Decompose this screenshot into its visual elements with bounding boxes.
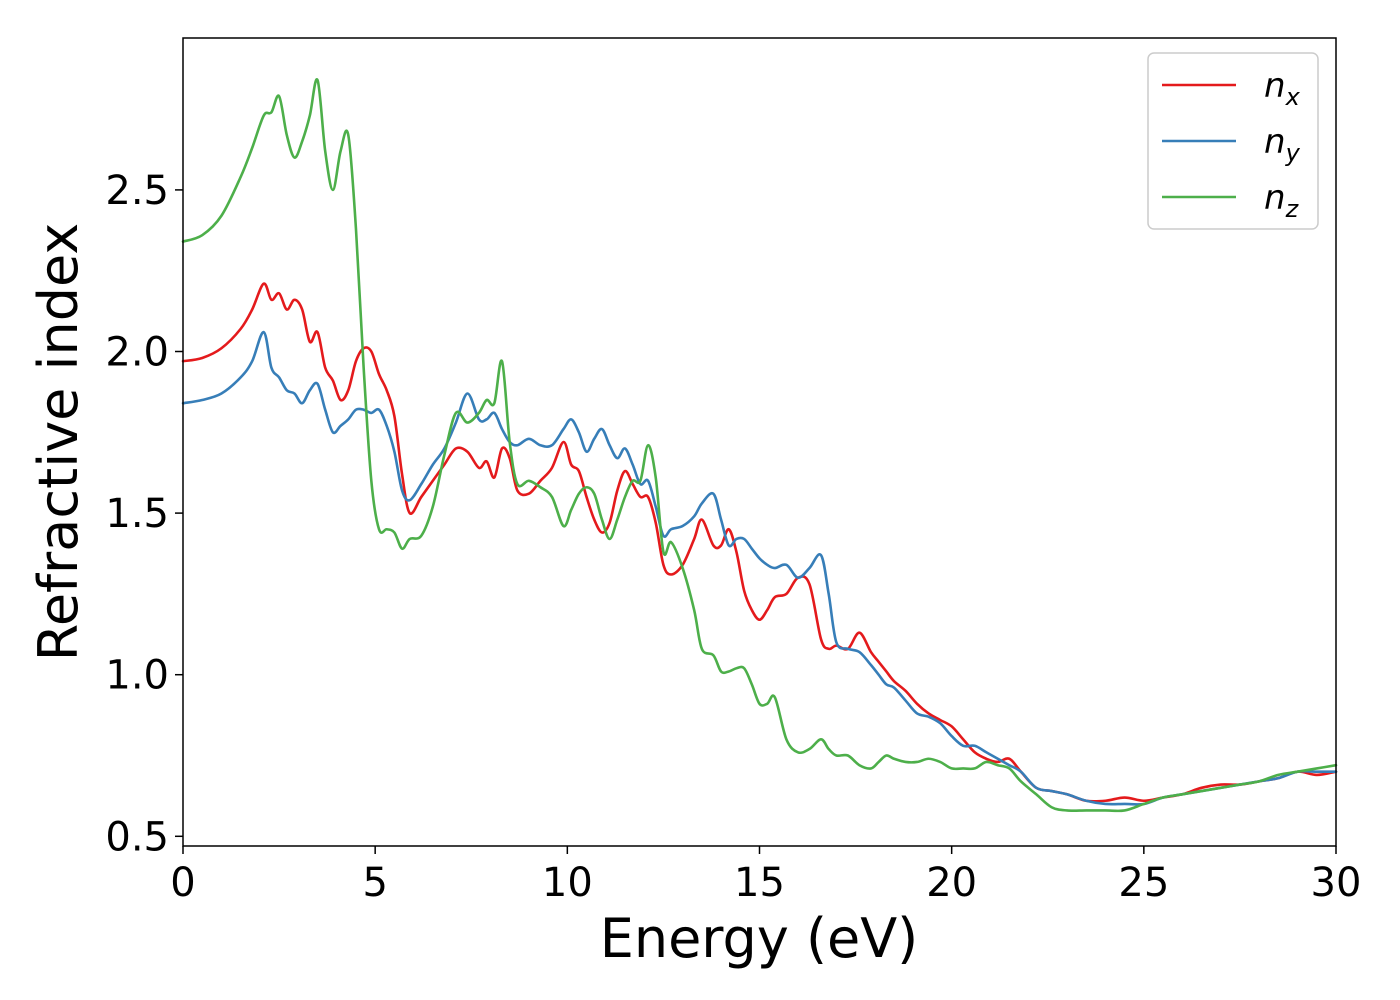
y-axis-label: Refractive index xyxy=(27,223,90,662)
y-tick-label: 2.0 xyxy=(105,330,169,376)
y-tick-label: 2.5 xyxy=(105,168,169,214)
series-line-n-y xyxy=(181,330,1338,806)
legend-label-n-y: ny xyxy=(1264,122,1301,167)
x-tick-label: 25 xyxy=(1118,860,1169,906)
x-tick-label: 15 xyxy=(734,860,785,906)
series-line-n-z xyxy=(181,78,1338,813)
y-tick-label: 1.5 xyxy=(105,491,169,537)
x-axis-ticks: 0 5 10 15 20 25 30 xyxy=(170,846,1361,906)
legend: nx ny nz xyxy=(1147,52,1319,230)
x-tick-label: 20 xyxy=(926,860,977,906)
x-tick-label: 10 xyxy=(542,860,593,906)
plot-lines xyxy=(181,78,1338,813)
y-axis-ticks: 0.5 1.0 1.5 2.0 2.5 xyxy=(105,168,183,860)
series-line-n-x xyxy=(181,282,1338,803)
y-tick-label: 1.0 xyxy=(105,653,169,699)
legend-label-n-x: nx xyxy=(1264,66,1301,111)
x-tick-label: 30 xyxy=(1311,860,1362,906)
y-tick-label: 0.5 xyxy=(105,814,169,860)
x-tick-label: 5 xyxy=(362,860,387,906)
x-tick-label: 0 xyxy=(170,860,195,906)
x-axis-label: Energy (eV) xyxy=(600,907,919,970)
legend-label-n-z: nz xyxy=(1264,178,1300,223)
